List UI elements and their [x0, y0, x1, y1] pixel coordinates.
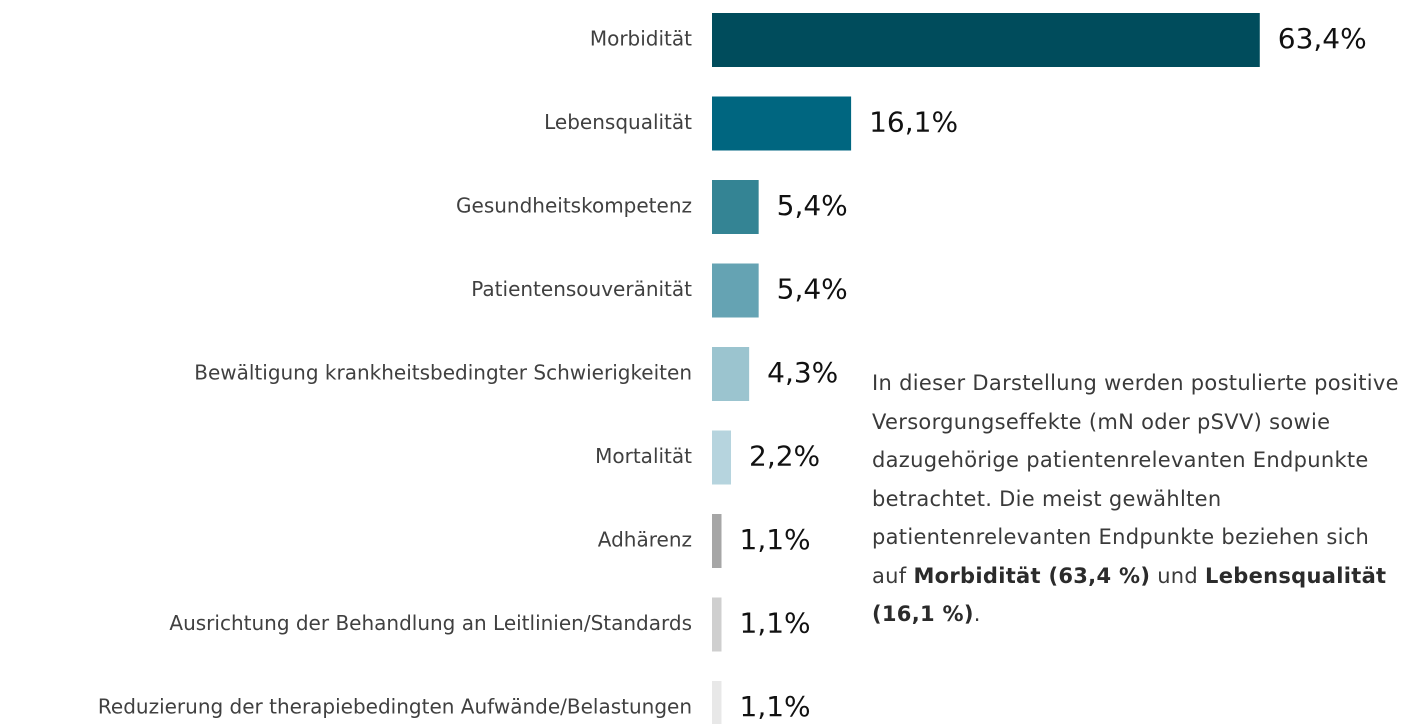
bar	[712, 180, 759, 234]
category-label: Adhärenz	[598, 528, 692, 552]
value-label: 1,1%	[740, 690, 811, 723]
bar	[712, 514, 722, 568]
value-label: 2,2%	[749, 440, 820, 473]
bar	[712, 13, 1260, 67]
value-label: 16,1%	[869, 106, 958, 139]
note-text: und	[1150, 563, 1206, 588]
bar	[712, 96, 852, 151]
value-label: 5,4%	[777, 273, 848, 306]
bar	[712, 597, 722, 652]
value-label: 4,3%	[767, 356, 838, 389]
value-label: 1,1%	[740, 523, 811, 556]
value-label: 63,4%	[1278, 22, 1367, 55]
note-bold: Lebensqualität (16,1 %)	[872, 563, 1387, 627]
bar	[712, 430, 732, 485]
bar	[712, 681, 722, 724]
note-bold: Morbidität (63,4 %)	[913, 563, 1151, 588]
category-label: Ausrichtung der Behandlung an Leitlinien…	[169, 611, 692, 635]
category-label: Lebensqualität	[544, 110, 692, 134]
category-label: Gesundheitskompetenz	[456, 194, 692, 218]
category-label: Mortalität	[595, 444, 692, 468]
category-label: Morbidität	[590, 27, 692, 51]
category-label: Patientensouveränität	[471, 277, 692, 301]
value-label: 1,1%	[740, 607, 811, 640]
value-label: 5,4%	[777, 189, 848, 222]
note: In dieser Darstellung werden postulierte…	[872, 364, 1402, 634]
bar	[712, 263, 759, 318]
category-label: Bewältigung krankheitsbedingter Schwieri…	[194, 361, 692, 385]
note-text: .	[973, 602, 981, 626]
note-text: In dieser Darstellung werden postulierte…	[872, 371, 1399, 588]
category-label: Reduzierung der therapiebedingten Aufwän…	[98, 695, 692, 719]
bar	[712, 347, 750, 401]
